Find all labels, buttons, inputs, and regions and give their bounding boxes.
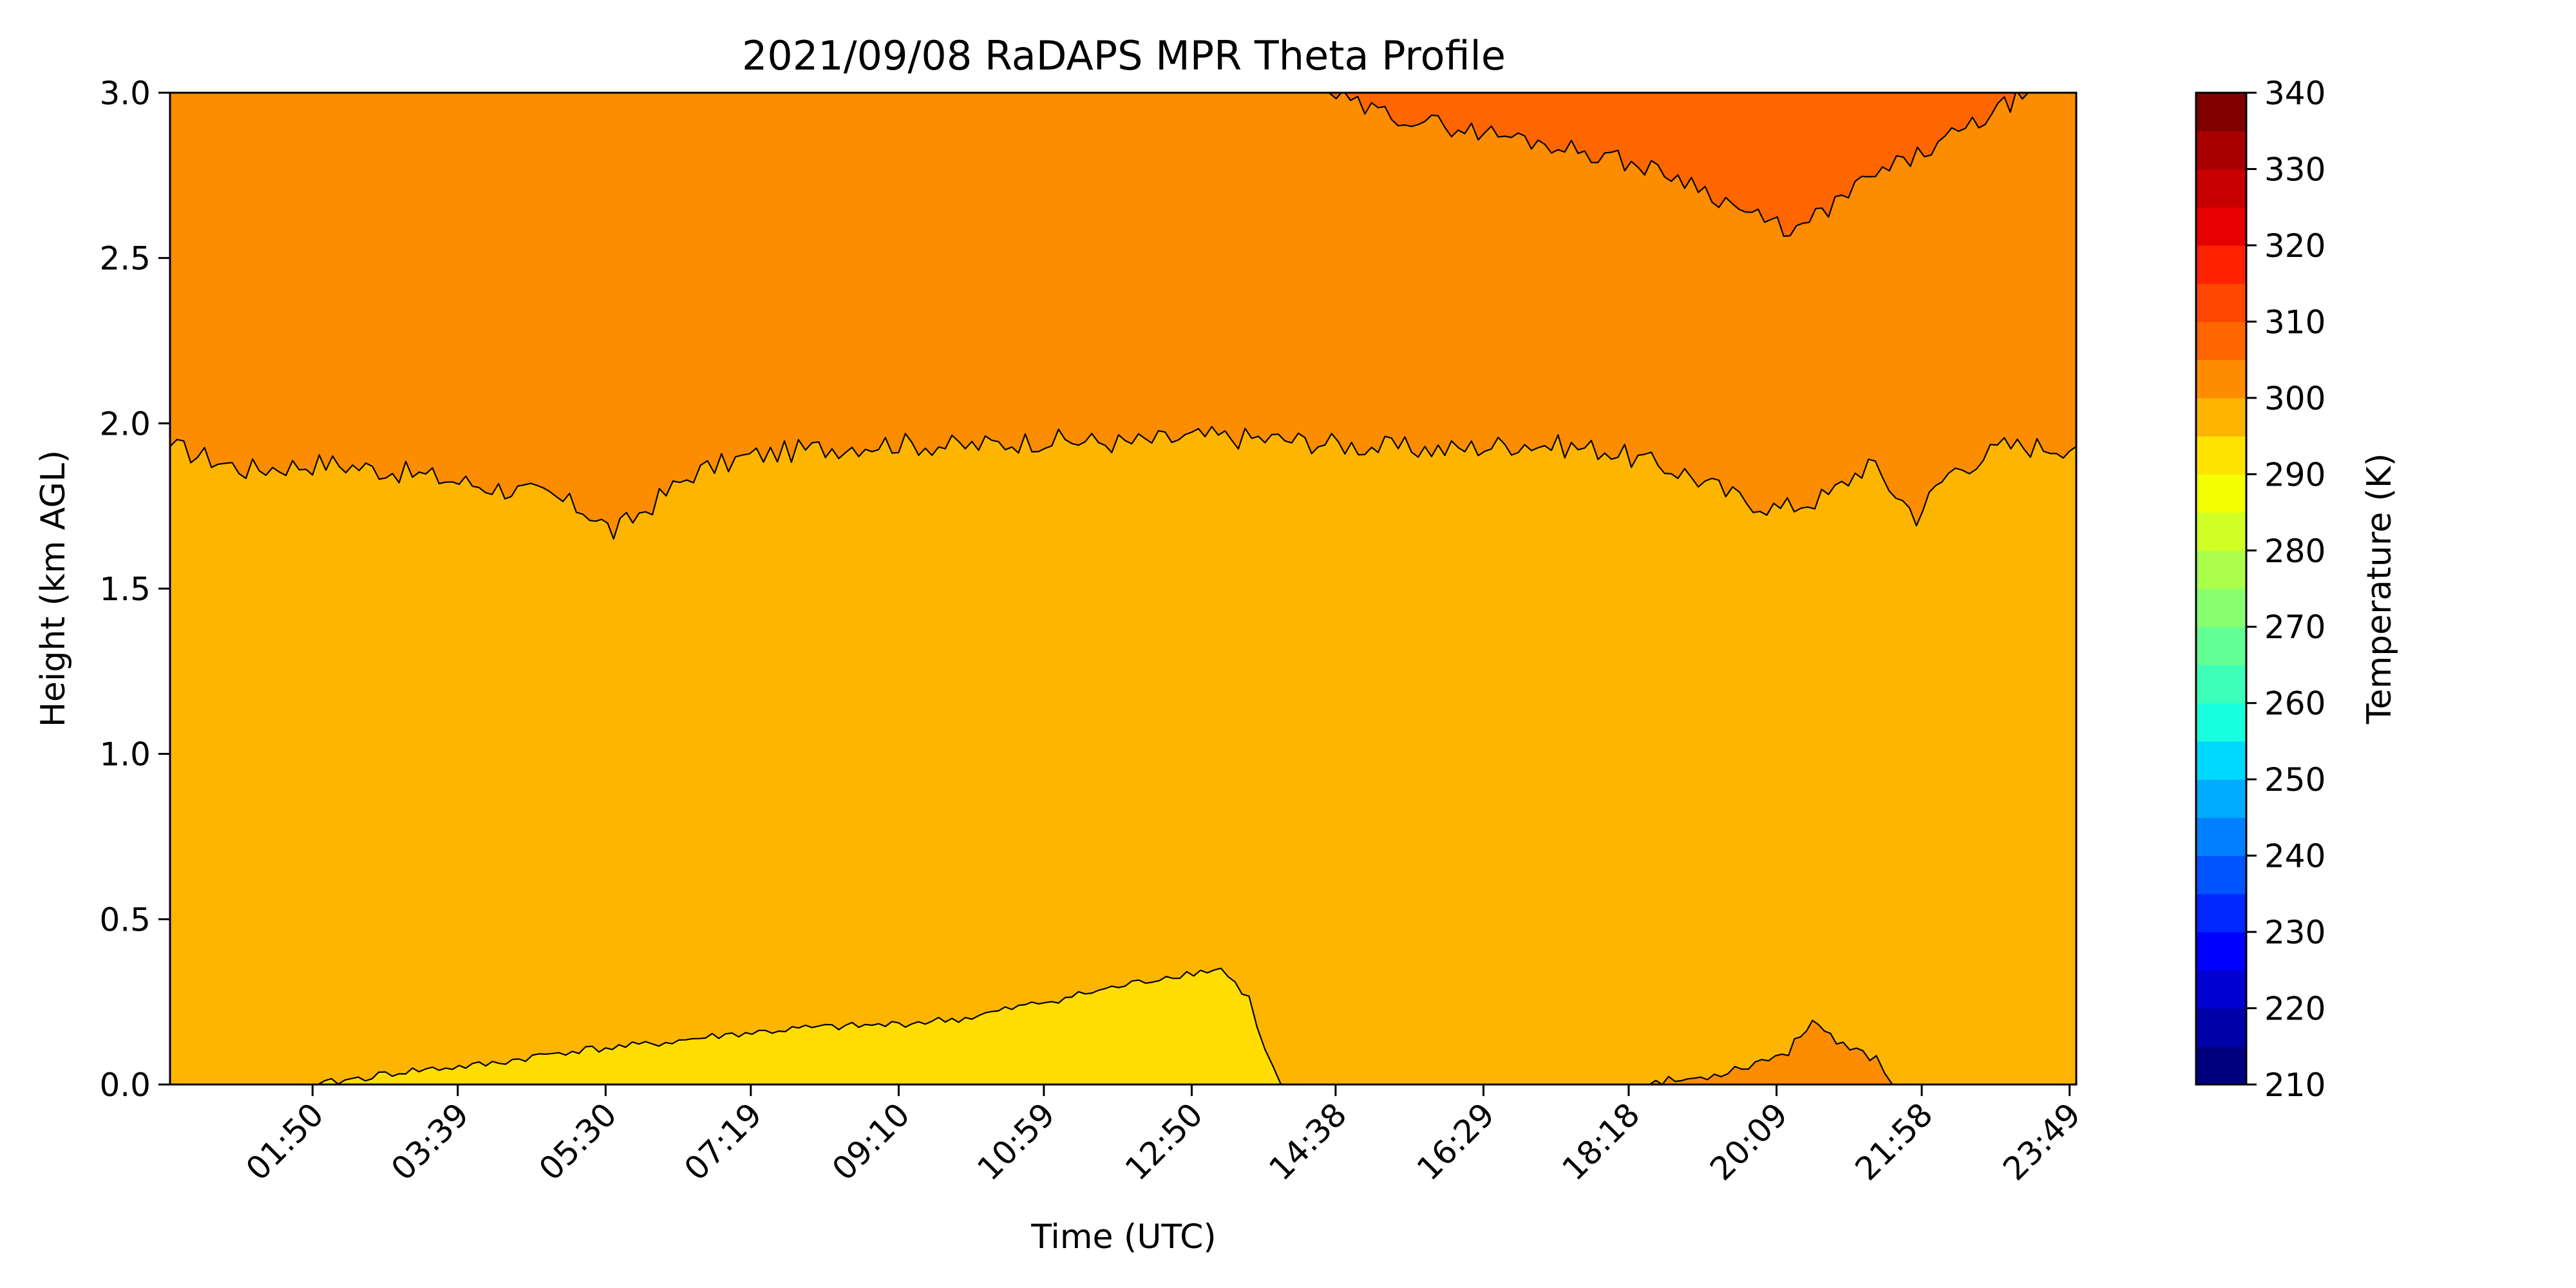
- colorbar-segment: [2196, 283, 2246, 322]
- plot-area: [169, 91, 2078, 1086]
- band-310-315K: [1329, 93, 2029, 236]
- colorbar-segment: [2196, 131, 2246, 170]
- x-tick-label: 05:30: [532, 1095, 624, 1188]
- x-tick-label: 21:58: [1848, 1095, 1940, 1188]
- y-tick-label: 0.0: [99, 1066, 151, 1104]
- y-tick-label: 0.5: [99, 901, 151, 938]
- y-tick-label: 1.5: [99, 571, 151, 608]
- x-tick-label: 16:29: [1410, 1095, 1502, 1188]
- contour-310K: [1328, 93, 2029, 237]
- x-tick-label: 12:50: [1118, 1095, 1210, 1188]
- x-tick-label: 09:10: [825, 1095, 917, 1188]
- colorbar: 210 220 230 240 250 260 270 280 290 300 310 320 330 3…: [2195, 75, 2325, 1104]
- colorbar-segment: [2196, 93, 2246, 131]
- y-tick-label: 2.0: [99, 405, 151, 442]
- colorbar-tick-label: 310: [2264, 303, 2325, 341]
- band-305-310K: [170, 93, 2076, 539]
- band-305-310K-lower: [1636, 1020, 1893, 1084]
- contour-300K: [317, 967, 1282, 1084]
- contour-lines: [170, 93, 2076, 1084]
- colorbar-tick-label: 210: [2264, 1066, 2325, 1104]
- colorbar-segment: [2196, 207, 2246, 246]
- colorbar-tick-label: 320: [2264, 227, 2325, 265]
- colorbar-tick-label: 260: [2264, 685, 2325, 723]
- chart-title: 2021/09/08 RaDAPS MPR Theta Profile: [742, 32, 1506, 79]
- colorbar-segment: [2196, 245, 2246, 284]
- x-tick-label: 10:59: [971, 1095, 1063, 1188]
- colorbar-tick-label: 330: [2264, 151, 2325, 188]
- x-tick-label: 07:19: [677, 1095, 769, 1188]
- colorbar-segment: [2196, 855, 2246, 895]
- colorbar-tick-label: 220: [2264, 990, 2325, 1028]
- colorbar-segment: [2196, 932, 2246, 971]
- colorbar-tick-label: 300: [2264, 380, 2325, 417]
- colorbar-segment: [2196, 397, 2246, 437]
- colorbar-tick-label: 250: [2264, 761, 2325, 799]
- colorbar-segment: [2196, 817, 2246, 857]
- colorbar-label: Temperature (K): [2360, 453, 2399, 725]
- colorbar-segment: [2196, 436, 2246, 475]
- y-axis: 0.0 0.5 1.0 1.5 2.0 2.5 3.0: [99, 75, 170, 1104]
- colorbar-tick-label: 270: [2264, 609, 2325, 646]
- colorbar-tick-label: 280: [2264, 533, 2325, 570]
- x-tick-label: 03:39: [384, 1095, 476, 1188]
- colorbar-tick-label: 340: [2264, 75, 2325, 112]
- x-axis-label: Time (UTC): [1030, 1218, 1216, 1256]
- y-tick-label: 1.0: [99, 736, 151, 773]
- band-295-300K: [317, 968, 1282, 1084]
- y-axis-label: Height (km AGL): [34, 450, 73, 727]
- colorbar-frame: [2195, 91, 2248, 1086]
- contour-305K: [170, 426, 2076, 540]
- x-tick-label: 18:18: [1555, 1095, 1647, 1188]
- colorbar-tick-label: 230: [2264, 914, 2325, 951]
- colorbar-segment: [2196, 1008, 2246, 1047]
- colorbar-segment: [2196, 359, 2246, 399]
- x-tick-label: 20:09: [1703, 1095, 1795, 1188]
- x-tick-label: 14:38: [1262, 1095, 1354, 1188]
- colorbar-tick-label: 240: [2264, 838, 2325, 875]
- contour-305K-lower: [1636, 1019, 1893, 1084]
- colorbar-segment: [2196, 169, 2246, 208]
- colorbar-segment: [2196, 741, 2246, 780]
- y-tick-label: 2.5: [99, 240, 151, 278]
- colorbar-segment: [2196, 779, 2246, 818]
- colorbar-segment: [2196, 589, 2246, 627]
- colorbar-segment: [2196, 550, 2246, 589]
- x-axis: 01:50 03:39 05:30 07:19 09:10 10:59 12:50 14:38…: [239, 1084, 2088, 1188]
- filled-contour-bands: [170, 93, 2076, 1084]
- colorbar-segment: [2196, 474, 2246, 513]
- colorbar-segment: [2196, 321, 2246, 361]
- colorbar-segment: [2196, 627, 2246, 666]
- colorbar-segment: [2196, 1046, 2246, 1085]
- x-tick-label: 23:49: [1996, 1095, 2088, 1188]
- colorbar-segment: [2196, 893, 2246, 933]
- x-tick-label: 01:50: [239, 1095, 331, 1188]
- colorbar-segment: [2196, 665, 2246, 704]
- colorbar-tick-label: 290: [2264, 456, 2325, 493]
- colorbar-segment: [2196, 512, 2246, 551]
- colorbar-segment: [2196, 703, 2246, 742]
- colorbar-segment: [2196, 970, 2246, 1009]
- y-tick-label: 3.0: [99, 75, 151, 112]
